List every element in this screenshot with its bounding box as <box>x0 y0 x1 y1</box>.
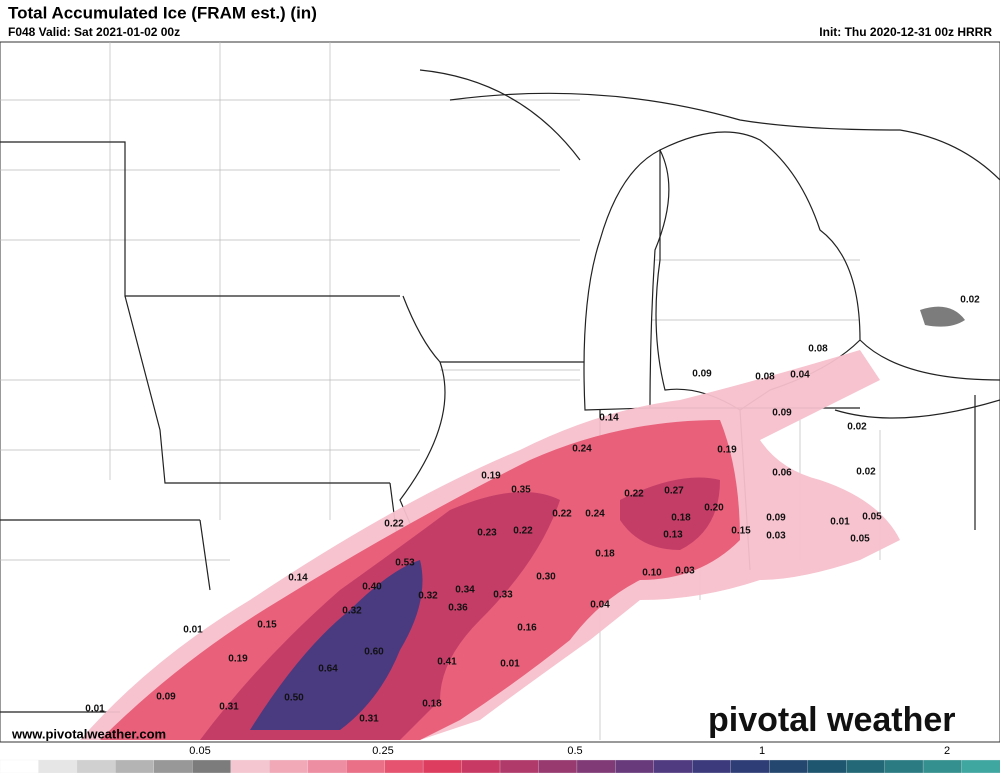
colorbar-swatch <box>538 759 578 774</box>
value-label: 0.15 <box>257 620 277 631</box>
value-label: 0.09 <box>692 369 712 380</box>
value-label: 0.09 <box>766 513 786 524</box>
value-label: 0.60 <box>364 647 384 658</box>
value-label: 0.08 <box>755 372 775 383</box>
colorbar-swatch <box>961 759 1000 774</box>
value-label: 0.04 <box>790 370 810 381</box>
website: www.pivotalweather.com <box>11 726 166 741</box>
colorbar-swatch <box>499 759 540 774</box>
value-label: 0.01 <box>85 704 105 715</box>
colorbar-swatch <box>153 759 193 774</box>
value-label: 0.16 <box>517 623 537 634</box>
value-label: 0.40 <box>362 582 382 593</box>
colorbar-swatch <box>846 759 886 774</box>
value-labels: 0.02 0.08 0.09 0.08 0.04 0.14 0.09 0.02 0.24 0.19… <box>85 295 980 725</box>
value-label: 0.05 <box>862 512 882 523</box>
colorbar: 0.05 0.25 0.5 1 2 <box>0 745 1000 774</box>
value-label: 0.22 <box>552 509 572 520</box>
value-label: 0.14 <box>288 573 308 584</box>
value-label: 0.02 <box>847 422 867 433</box>
value-label: 0.53 <box>395 558 415 569</box>
value-label: 0.64 <box>318 664 338 675</box>
ice-swath <box>80 306 965 740</box>
colorbar-swatch <box>384 759 424 774</box>
value-label: 0.35 <box>511 485 531 496</box>
colorbar-tick-label: 0.05 <box>189 745 210 757</box>
colorbar-swatch <box>692 759 732 774</box>
value-label: 0.04 <box>590 600 610 611</box>
value-label: 0.24 <box>572 444 592 455</box>
value-label: 0.02 <box>856 467 876 478</box>
colorbar-swatch <box>76 759 117 774</box>
colorbar-swatch <box>346 759 386 774</box>
colorbar-swatch <box>461 759 501 774</box>
colorbar-tick-label: 0.5 <box>567 745 582 757</box>
colorbar-swatch <box>269 759 309 774</box>
value-label: 0.32 <box>342 606 362 617</box>
value-label: 0.36 <box>448 603 468 614</box>
value-label: 0.19 <box>481 471 501 482</box>
value-label: 0.14 <box>599 413 619 424</box>
colorbar-swatch <box>422 759 463 774</box>
colorbar-swatch <box>769 759 809 774</box>
value-label: 0.18 <box>671 513 691 524</box>
colorbar-swatch <box>615 759 655 774</box>
map: 0.02 0.08 0.09 0.08 0.04 0.14 0.09 0.02 0.24 0.19… <box>0 41 1000 743</box>
value-label: 0.22 <box>384 519 404 530</box>
value-label: 0.27 <box>664 486 684 497</box>
value-label: 0.34 <box>455 585 475 596</box>
value-label: 0.41 <box>437 657 457 668</box>
colorbar-swatch <box>730 759 770 774</box>
colorbar-swatch <box>576 759 617 774</box>
title: Total Accumulated Ice (FRAM est.) (in) <box>8 3 317 22</box>
value-label: 0.20 <box>704 503 724 514</box>
value-label: 0.50 <box>284 693 304 704</box>
value-label: 0.03 <box>675 566 695 577</box>
value-label: 0.01 <box>500 659 520 670</box>
value-label: 0.19 <box>717 445 737 456</box>
value-label: 0.09 <box>772 408 792 419</box>
colorbar-swatch <box>115 759 155 774</box>
colorbar-tick-label: 0.25 <box>372 745 393 757</box>
colorbar-swatch <box>0 759 40 774</box>
value-label: 0.18 <box>422 699 442 710</box>
colorbar-swatch <box>653 759 693 774</box>
value-label: 0.06 <box>772 468 792 479</box>
colorbar-swatch <box>307 759 347 774</box>
colorbar-swatch <box>922 759 963 774</box>
value-label: 0.02 <box>960 295 980 306</box>
value-label: 0.03 <box>766 531 786 542</box>
value-label: 0.05 <box>850 534 870 545</box>
colorbar-swatch <box>38 759 78 774</box>
colorbar-swatch <box>807 759 847 774</box>
init-time: Init: Thu 2020-12-31 00z HRRR <box>819 25 992 39</box>
value-label: 0.23 <box>477 528 497 539</box>
value-label: 0.22 <box>624 489 644 500</box>
colorbar-swatch <box>230 759 270 774</box>
value-label: 0.18 <box>595 549 615 560</box>
value-label: 0.19 <box>228 654 248 665</box>
value-label: 0.33 <box>493 590 513 601</box>
value-label: 0.01 <box>830 517 850 528</box>
value-label: 0.09 <box>156 692 176 703</box>
value-label: 0.30 <box>536 572 556 583</box>
value-label: 0.22 <box>513 526 533 537</box>
value-label: 0.31 <box>219 702 239 713</box>
value-label: 0.24 <box>585 509 605 520</box>
value-label: 0.32 <box>418 591 438 602</box>
value-label: 0.01 <box>183 625 203 636</box>
colorbar-swatch <box>192 759 232 774</box>
logo: pivotal weather <box>708 701 956 739</box>
colorbar-tick-label: 2 <box>944 745 950 757</box>
value-label: 0.13 <box>663 530 683 541</box>
value-label: 0.15 <box>731 526 751 537</box>
colorbar-swatch <box>884 759 924 774</box>
value-label: 0.08 <box>808 344 828 355</box>
valid-time: F048 Valid: Sat 2021-01-02 00z <box>8 25 180 39</box>
colorbar-tick-label: 1 <box>759 745 765 757</box>
value-label: 0.10 <box>642 568 662 579</box>
value-label: 0.31 <box>359 714 379 725</box>
